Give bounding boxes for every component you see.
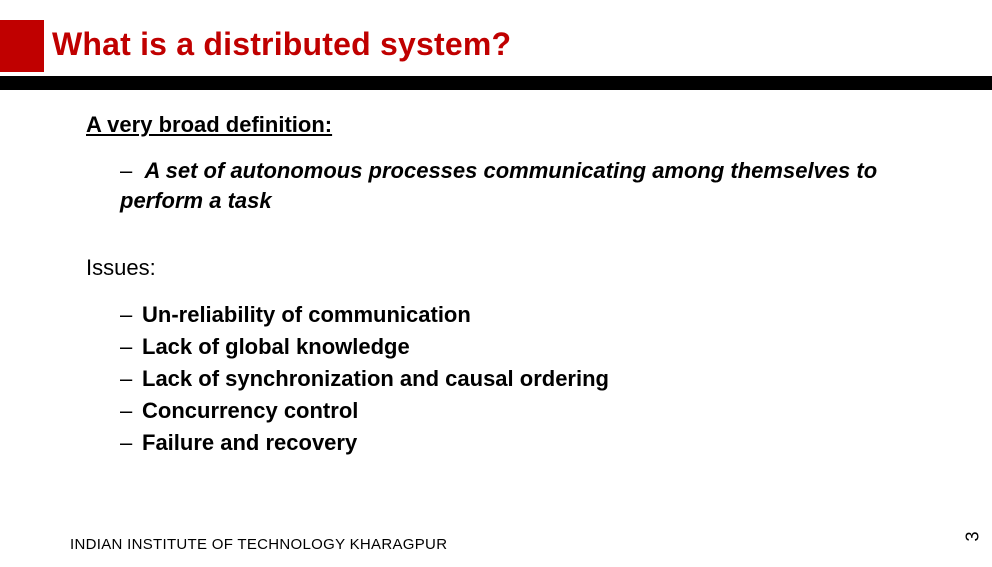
- issue-text: Concurrency control: [142, 398, 358, 423]
- issue-text: Lack of global knowledge: [142, 334, 410, 359]
- issues-heading: Issues:: [86, 255, 952, 281]
- definition-heading: A very broad definition:: [86, 112, 952, 138]
- issue-item: –Failure and recovery: [120, 427, 952, 459]
- issues-list: –Un-reliability of communication –Lack o…: [120, 299, 952, 458]
- issue-item: –Un-reliability of communication: [120, 299, 952, 331]
- slide: What is a distributed system? A very bro…: [0, 0, 992, 567]
- bullet-dash: –: [120, 427, 142, 459]
- bullet-dash: –: [120, 299, 142, 331]
- issue-text: Lack of synchronization and causal order…: [142, 366, 609, 391]
- issue-item: –Lack of synchronization and causal orde…: [120, 363, 952, 395]
- footer-text: INDIAN INSTITUTE OF TECHNOLOGY KHARAGPUR: [70, 536, 447, 553]
- divider-band: [0, 76, 992, 90]
- bullet-dash: –: [120, 331, 142, 363]
- issue-text: Un-reliability of communication: [142, 302, 471, 327]
- definition-text: A set of autonomous processes communicat…: [120, 158, 877, 213]
- slide-title: What is a distributed system?: [52, 26, 511, 63]
- issue-item: –Concurrency control: [120, 395, 952, 427]
- page-number: 3: [962, 531, 983, 541]
- issue-text: Failure and recovery: [142, 430, 357, 455]
- definition-item: – A set of autonomous processes communic…: [120, 156, 952, 215]
- bullet-dash: –: [120, 363, 142, 395]
- red-accent-tab: [0, 20, 44, 72]
- bullet-dash: –: [120, 158, 144, 183]
- bullet-dash: –: [120, 395, 142, 427]
- content-area: A very broad definition: – A set of auto…: [86, 112, 952, 459]
- issue-item: –Lack of global knowledge: [120, 331, 952, 363]
